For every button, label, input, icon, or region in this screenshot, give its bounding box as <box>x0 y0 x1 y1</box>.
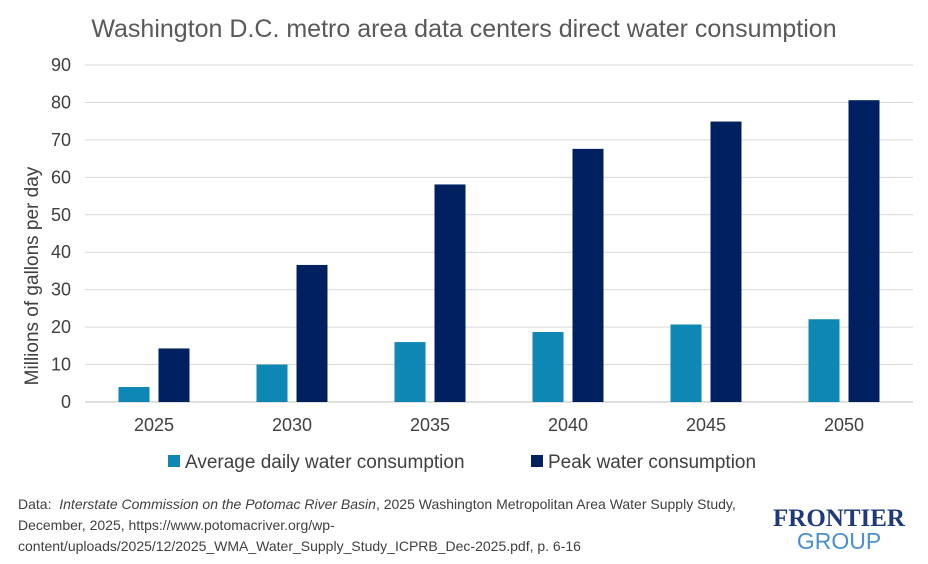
x-axis-ticks: 2025 2030 2035 2040 2045 2050 <box>134 415 864 435</box>
legend-swatch-average <box>168 455 180 467</box>
legend-label-average: Average daily water consumption <box>185 452 465 473</box>
source-prefix: Data: <box>18 496 52 512</box>
bar-average-2050 <box>808 319 840 402</box>
bar-average-2030 <box>256 364 288 402</box>
bars <box>118 100 880 403</box>
bar-peak-2050 <box>848 100 880 402</box>
y-tick-label: 30 <box>51 280 71 300</box>
bar-average-2045 <box>670 324 702 402</box>
bar-average-2035 <box>394 342 426 402</box>
frontier-group-logo: FRONTIER GROUP <box>773 505 906 554</box>
logo-line-group: GROUP <box>797 528 881 554</box>
bar-peak-2035 <box>434 184 466 402</box>
legend-swatch-peak <box>531 455 543 467</box>
y-tick-label: 90 <box>51 55 71 75</box>
source-publisher: Interstate Commission on the Potomac Riv… <box>59 496 376 512</box>
legend: Average daily water consumption Peak wat… <box>168 452 756 473</box>
gridlines <box>85 64 913 403</box>
y-tick-label: 50 <box>51 205 71 225</box>
bar-average-2025 <box>118 387 150 402</box>
x-tick-label: 2045 <box>686 415 726 435</box>
bar-peak-2025 <box>158 348 190 402</box>
y-tick-label: 20 <box>51 317 71 337</box>
legend-label-peak: Peak water consumption <box>548 452 756 473</box>
y-tick-label: 60 <box>51 167 71 187</box>
y-tick-label: 0 <box>61 392 71 412</box>
source-note: Data: Interstate Commission on the Potom… <box>18 494 763 557</box>
chart-title: Washington D.C. metro area data centers … <box>91 15 836 43</box>
chart: Washington D.C. metro area data centers … <box>22 15 913 473</box>
x-tick-label: 2040 <box>548 415 588 435</box>
y-axis-ticks: 0 10 20 30 40 50 60 70 80 90 <box>51 55 71 412</box>
x-tick-label: 2050 <box>824 415 864 435</box>
source-details: , 2025 Washington Metropolitan Area Wate… <box>18 496 736 554</box>
bar-average-2040 <box>532 331 564 402</box>
bar-peak-2040 <box>572 148 604 402</box>
y-tick-label: 40 <box>51 242 71 262</box>
logo-line-frontier: FRONTIER <box>773 505 906 532</box>
x-tick-label: 2035 <box>410 415 450 435</box>
bar-peak-2045 <box>710 121 742 403</box>
y-tick-label: 80 <box>51 92 71 112</box>
y-tick-label: 70 <box>51 130 71 150</box>
x-tick-label: 2030 <box>272 415 312 435</box>
y-axis-label: Millions of gallons per day <box>22 166 43 385</box>
y-tick-label: 10 <box>51 355 71 375</box>
bar-peak-2030 <box>296 264 328 402</box>
x-tick-label: 2025 <box>134 415 174 435</box>
